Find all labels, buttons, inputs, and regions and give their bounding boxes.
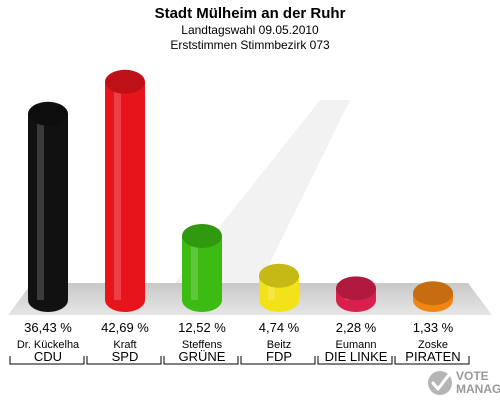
candidate-label: Beitz xyxy=(267,339,291,351)
bar-highlight xyxy=(268,275,275,300)
bar-grüne xyxy=(182,224,222,312)
candidate-label: Eumann xyxy=(336,339,377,351)
party-bracket xyxy=(394,356,470,365)
bar-top xyxy=(413,281,453,306)
value-label: 36,43 % xyxy=(24,320,72,335)
chart-subtitle-election: Landtagswahl 09.05.2010 xyxy=(181,23,319,37)
value-label: 42,69 % xyxy=(101,320,149,335)
party-label: PIRATEN xyxy=(405,349,460,364)
vote-checkmark-icon xyxy=(428,371,452,395)
bar-top xyxy=(336,276,376,301)
bar-body xyxy=(28,113,68,313)
watermark-line-2: MANAGER xyxy=(456,382,500,396)
candidate-label: Dr. Kückelha xyxy=(17,339,80,351)
vote-manager-logo: VOTE MANAGER xyxy=(428,369,500,396)
bar-top xyxy=(28,101,68,126)
bar-top xyxy=(182,224,222,249)
bar-body xyxy=(105,81,145,312)
candidate-label: Zoske xyxy=(418,339,448,351)
bar-highlight xyxy=(191,236,198,300)
bar-spd xyxy=(105,69,145,312)
bar-fdp xyxy=(259,263,299,312)
party-bracket xyxy=(163,356,239,365)
bar-top xyxy=(259,263,299,288)
candidate-label: Kraft xyxy=(113,339,136,351)
value-label: 4,74 % xyxy=(259,320,300,335)
bar-highlight xyxy=(114,81,121,300)
party-bracket xyxy=(240,356,316,365)
bar-piraten xyxy=(413,281,453,312)
bar-cdu xyxy=(28,101,68,313)
chart-subtitle-district: Erststimmen Stimmbezirk 073 xyxy=(170,38,330,52)
bar-highlight xyxy=(37,113,44,301)
party-label: DIE LINKE xyxy=(325,349,388,364)
party-label: GRÜNE xyxy=(179,349,226,364)
chart-title: Stadt Mülheim an der Ruhr xyxy=(155,5,346,22)
value-label: 1,33 % xyxy=(413,320,454,335)
party-label: SPD xyxy=(112,349,139,364)
bars-group xyxy=(28,69,453,313)
party-bracket xyxy=(317,356,393,365)
bar-body xyxy=(182,236,222,312)
party-bracket xyxy=(86,356,162,365)
party-label: CDU xyxy=(34,349,62,364)
party-bracket xyxy=(9,356,85,365)
value-label: 2,28 % xyxy=(336,320,377,335)
candidate-label: Steffens xyxy=(182,339,223,351)
value-label: 12,52 % xyxy=(178,320,226,335)
bar-die-linke xyxy=(336,276,376,312)
bar-top xyxy=(105,69,145,94)
party-label: FDP xyxy=(266,349,292,364)
watermark-line-1: VOTE xyxy=(456,369,489,383)
